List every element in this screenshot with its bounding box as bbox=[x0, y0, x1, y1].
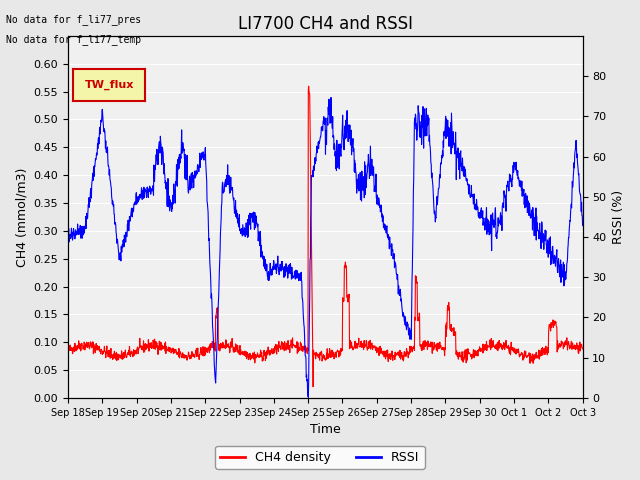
Y-axis label: CH4 (mmol/m3): CH4 (mmol/m3) bbox=[15, 167, 28, 266]
Text: No data for f_li77_pres: No data for f_li77_pres bbox=[6, 14, 141, 25]
Title: LI7700 CH4 and RSSI: LI7700 CH4 and RSSI bbox=[238, 15, 413, 33]
Legend: CH4 density, RSSI: CH4 density, RSSI bbox=[216, 446, 424, 469]
Text: No data for f_li77_temp: No data for f_li77_temp bbox=[6, 34, 141, 45]
Y-axis label: RSSI (%): RSSI (%) bbox=[612, 190, 625, 244]
X-axis label: Time: Time bbox=[310, 423, 340, 436]
